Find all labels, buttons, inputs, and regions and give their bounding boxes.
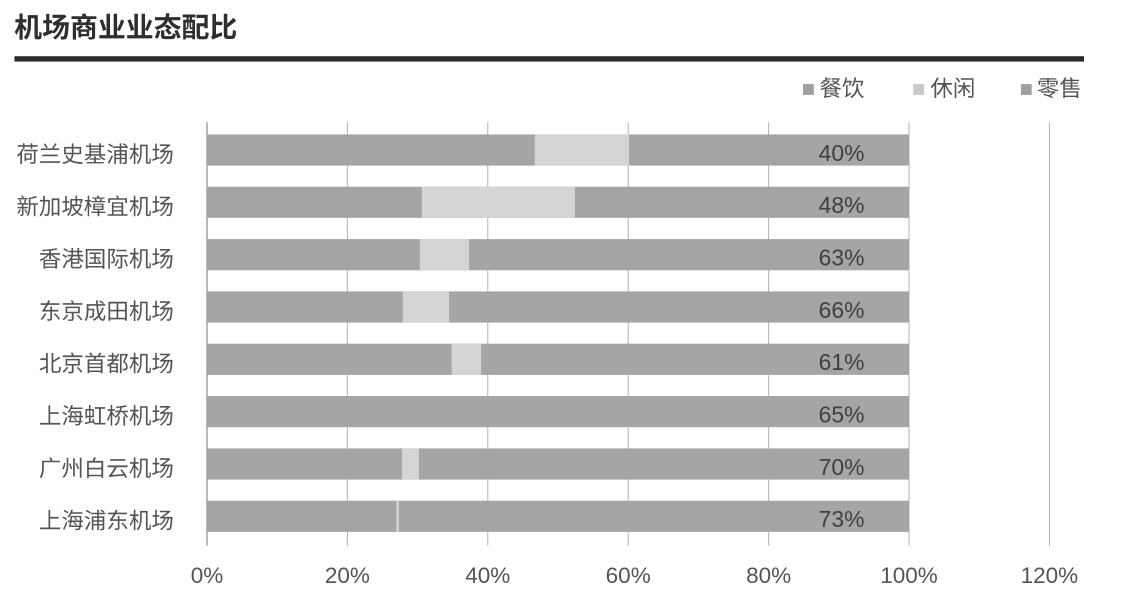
svg-text:40%: 40% bbox=[819, 140, 865, 166]
svg-text:61%: 61% bbox=[819, 349, 865, 375]
svg-text:120%: 120% bbox=[1021, 563, 1079, 588]
svg-text:65%: 65% bbox=[819, 401, 865, 427]
svg-text:60%: 60% bbox=[606, 563, 651, 588]
svg-text:0%: 0% bbox=[191, 563, 224, 588]
svg-text:66%: 66% bbox=[819, 297, 865, 323]
svg-text:40%: 40% bbox=[465, 563, 510, 588]
svg-text:48%: 48% bbox=[819, 192, 865, 218]
svg-text:80%: 80% bbox=[746, 563, 791, 588]
svg-text:70%: 70% bbox=[819, 454, 865, 480]
svg-text:20%: 20% bbox=[325, 563, 370, 588]
svg-text:100%: 100% bbox=[880, 563, 938, 588]
svg-text:63%: 63% bbox=[819, 245, 865, 271]
svg-text:73%: 73% bbox=[819, 506, 865, 532]
